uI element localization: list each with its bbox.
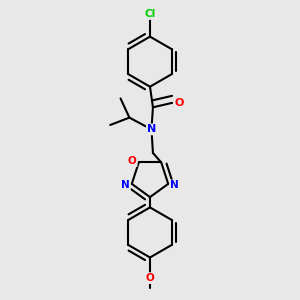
Text: N: N — [121, 180, 130, 190]
Text: N: N — [170, 180, 179, 190]
Text: O: O — [128, 156, 136, 166]
Text: Cl: Cl — [144, 9, 156, 19]
Text: O: O — [175, 98, 184, 108]
Text: O: O — [146, 273, 154, 283]
Text: N: N — [147, 124, 156, 134]
